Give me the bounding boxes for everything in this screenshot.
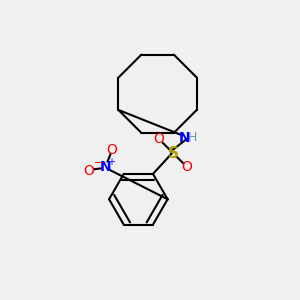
Text: O: O [107,143,118,157]
Text: H: H [188,131,197,144]
Text: O: O [182,160,192,174]
Text: N: N [100,160,112,174]
Text: O: O [84,164,94,178]
Text: N: N [179,130,190,145]
Text: −: − [94,158,103,168]
Text: +: + [107,157,116,166]
Text: O: O [154,132,165,146]
Text: S: S [167,146,178,160]
